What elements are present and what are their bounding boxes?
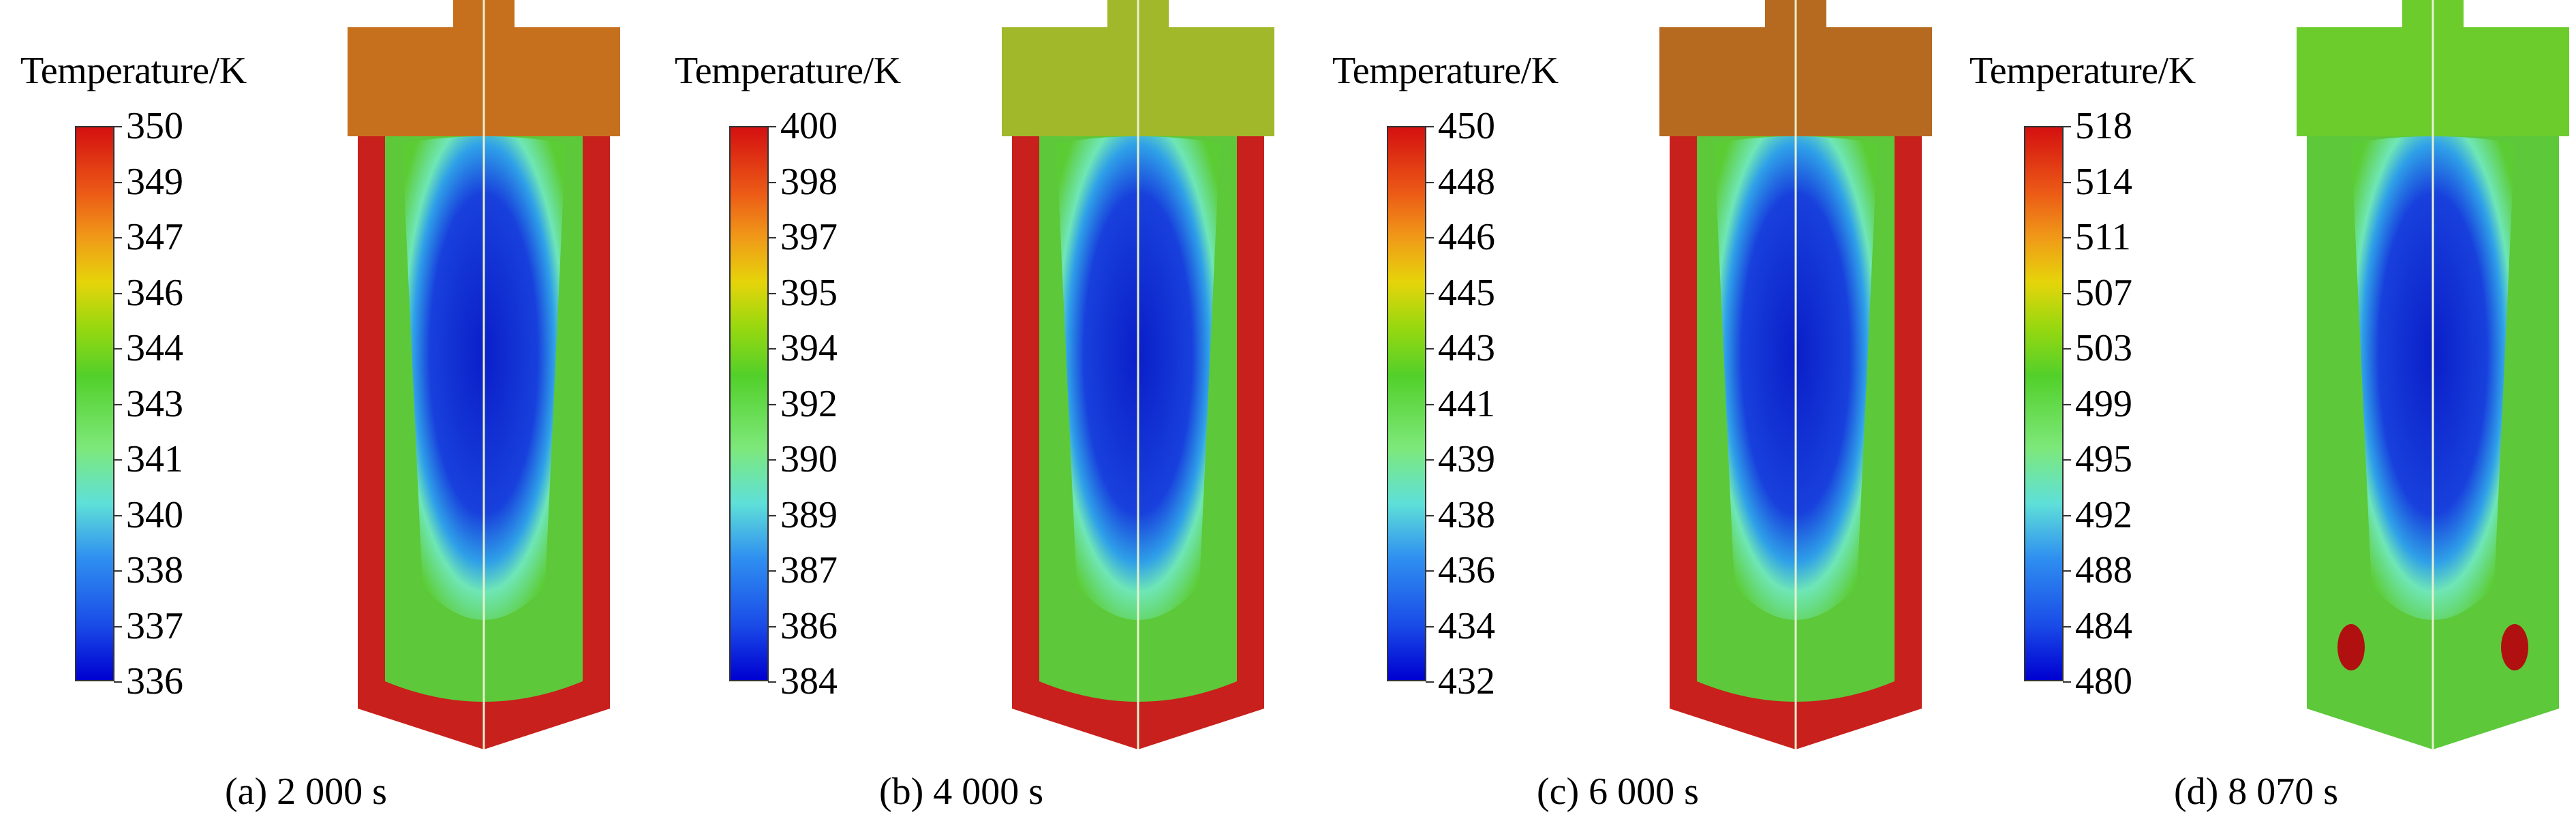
colorbar-tick-label: 390 xyxy=(768,438,838,480)
legend-title: Temperature/K xyxy=(675,50,901,92)
hot-spot xyxy=(2337,624,2365,670)
colorbar-tick-label: 441 xyxy=(1426,382,1495,425)
colorbar-tick-label: 499 xyxy=(2063,382,2132,425)
colorbar xyxy=(2024,126,2064,681)
panel-caption: (d) 8 070 s xyxy=(2174,771,2339,813)
colorbar-tick-label: 439 xyxy=(1426,438,1495,480)
colorbar-tick-label: 518 xyxy=(2063,105,2132,147)
panel-c: Temperature/K 450 448 446 445 443 441 439 438 43… xyxy=(1312,0,1956,821)
colorbar-tick-label: 445 xyxy=(1426,271,1495,314)
legend-title: Temperature/K xyxy=(1332,50,1559,92)
colorbar-tick-label: 395 xyxy=(768,271,838,314)
colorbar-tick-label: 443 xyxy=(1426,327,1495,369)
colorbar-tick-label: 389 xyxy=(768,493,838,536)
colorbar-ticks: 450 448 446 445 443 441 439 438 436 434 432 xyxy=(1426,107,1561,700)
panel-caption: (c) 6 000 s xyxy=(1537,771,1699,813)
colorbar-tick-label: 397 xyxy=(768,216,838,258)
temperature-field-render xyxy=(2297,0,2569,749)
colorbar-tick-label: 344 xyxy=(114,327,183,369)
panel-caption: (b) 4 000 s xyxy=(879,771,1044,813)
colorbar-tick-label: 338 xyxy=(114,549,183,591)
panel-d: Temperature/K 518 514 511 507 503 499 495 492 48… xyxy=(1949,0,2576,821)
colorbar-tick-label: 450 xyxy=(1426,105,1495,147)
colorbar-tick-label: 434 xyxy=(1426,604,1495,647)
panel-b: Temperature/K 400 398 397 395 394 392 390 389 38… xyxy=(654,0,1298,821)
colorbar-tick-label: 432 xyxy=(1426,660,1495,702)
colorbar-tick-label: 446 xyxy=(1426,216,1495,258)
colorbar-tick-label: 346 xyxy=(114,271,183,314)
colorbar-tick-label: 503 xyxy=(2063,327,2132,369)
colorbar-tick-label: 488 xyxy=(2063,549,2132,591)
colorbar-ticks: 400 398 397 395 394 392 390 389 387 386 384 xyxy=(768,107,903,700)
colorbar xyxy=(75,126,114,681)
colorbar-tick-label: 398 xyxy=(768,160,838,203)
colorbar-tick-label: 394 xyxy=(768,327,838,369)
colorbar-ticks: 518 514 511 507 503 499 495 492 488 484 480 xyxy=(2063,107,2198,700)
colorbar-tick-label: 436 xyxy=(1426,549,1495,591)
colorbar-tick-label: 336 xyxy=(114,660,183,702)
colorbar-tick-label: 484 xyxy=(2063,604,2132,647)
colorbar-tick-label: 384 xyxy=(768,660,838,702)
colorbar-tick-label: 347 xyxy=(114,216,183,258)
legend-title: Temperature/K xyxy=(20,50,247,92)
colorbar xyxy=(1387,126,1426,681)
colorbar-tick-label: 387 xyxy=(768,549,838,591)
colorbar-ticks: 350 349 347 346 344 343 341 340 338 337 336 xyxy=(114,107,249,700)
colorbar-tick-label: 350 xyxy=(114,105,183,147)
temperature-field-render xyxy=(348,0,620,749)
colorbar-tick-label: 392 xyxy=(768,382,838,425)
temperature-field-render xyxy=(1002,0,1274,749)
colorbar-tick-label: 511 xyxy=(2063,216,2131,258)
colorbar-tick-label: 386 xyxy=(768,604,838,647)
panel-caption: (a) 2 000 s xyxy=(225,771,387,813)
colorbar-tick-label: 341 xyxy=(114,438,183,480)
panel-a: Temperature/K 350 349 347 346 344 343 341 340 33… xyxy=(0,0,644,821)
colorbar-tick-label: 438 xyxy=(1426,493,1495,536)
colorbar-tick-label: 349 xyxy=(114,160,183,203)
colorbar-tick-label: 507 xyxy=(2063,271,2132,314)
colorbar-tick-label: 343 xyxy=(114,382,183,425)
colorbar-tick-label: 448 xyxy=(1426,160,1495,203)
legend-title: Temperature/K xyxy=(1969,50,2196,92)
hot-spot xyxy=(2501,624,2528,670)
colorbar-tick-label: 495 xyxy=(2063,438,2132,480)
colorbar-tick-label: 337 xyxy=(114,604,183,647)
colorbar xyxy=(729,126,769,681)
colorbar-tick-label: 400 xyxy=(768,105,838,147)
temperature-field-render xyxy=(1659,0,1932,749)
colorbar-tick-label: 480 xyxy=(2063,660,2132,702)
colorbar-tick-label: 514 xyxy=(2063,160,2132,203)
colorbar-tick-label: 492 xyxy=(2063,493,2132,536)
colorbar-tick-label: 340 xyxy=(114,493,183,536)
